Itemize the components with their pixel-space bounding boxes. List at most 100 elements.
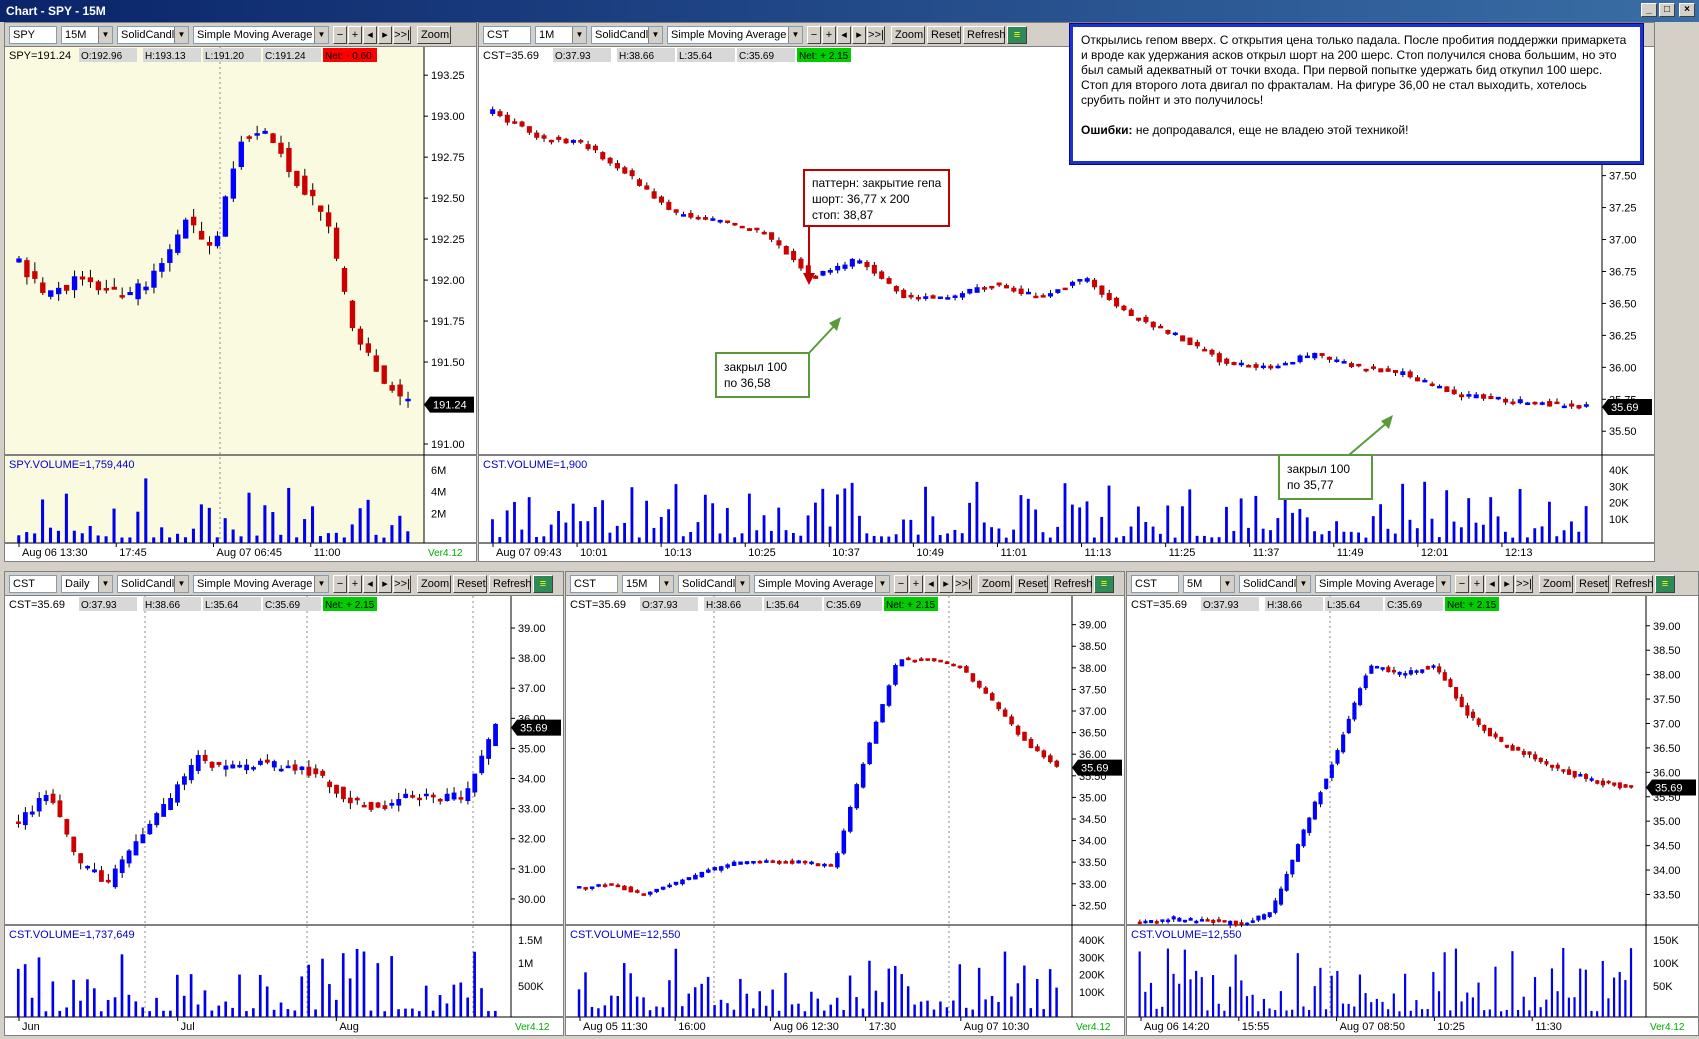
chevron-down-icon[interactable]: ▼ (98, 576, 112, 592)
cstD-scroll-left-button[interactable]: ◂ (363, 575, 377, 593)
cst15-zoom-in-button[interactable]: + (909, 575, 923, 593)
cst5-study-select[interactable]: Simple Moving Average ▼ (1315, 575, 1451, 593)
spy15-price-pane[interactable] (5, 47, 424, 454)
cst15-chart-settings-icon[interactable]: ≡ (1094, 575, 1114, 593)
cst5-zoom-in-button[interactable]: + (1470, 575, 1484, 593)
cst5-reset-button[interactable]: Reset (1575, 575, 1609, 593)
cst5-scroll-left-button[interactable]: ◂ (1485, 575, 1499, 593)
cstD-scroll-right-button[interactable]: ▸ (378, 575, 392, 593)
cstD-scroll-end-button[interactable]: >>| (393, 575, 411, 593)
close-button[interactable]: × (1679, 3, 1695, 17)
spy15-scroll-right-button[interactable]: ▸ (378, 26, 392, 44)
chevron-down-icon[interactable]: ▼ (314, 27, 328, 43)
spy15-scroll-end-button[interactable]: >>| (393, 26, 411, 44)
cst1-zoom-button[interactable]: Zoom (891, 26, 925, 44)
cst15-reset-button[interactable]: Reset (1014, 575, 1048, 593)
spy15-zoom-button[interactable]: Zoom (417, 26, 451, 44)
cst1-scroll-left-button[interactable]: ◂ (837, 26, 851, 44)
chevron-down-icon[interactable]: ▼ (735, 576, 749, 592)
chevron-down-icon[interactable]: ▼ (1296, 576, 1310, 592)
spy15-scroll-left-button[interactable]: ◂ (363, 26, 377, 44)
cst5-chart-settings-icon[interactable]: ≡ (1655, 575, 1675, 593)
cst1-reset-button[interactable]: Reset (927, 26, 961, 44)
cst15-candle-body (673, 881, 679, 885)
cst15-scroll-left-button[interactable]: ◂ (924, 575, 938, 593)
cst1-symbol-field[interactable]: CST (483, 26, 531, 44)
cst15-candle-body (938, 659, 943, 663)
spy15-symbol-field[interactable]: SPY (9, 26, 57, 44)
cst15-scroll-end-button[interactable]: >>| (954, 575, 972, 593)
cst1-zoom-out-button[interactable]: − (807, 26, 821, 44)
cst1-interval-select[interactable]: 1M ▼ (535, 26, 587, 44)
cst5-zoom-out-button[interactable]: − (1455, 575, 1469, 593)
cst5-scroll-end-button[interactable]: >>| (1515, 575, 1533, 593)
cst1-volume-bar (1305, 517, 1309, 543)
cst15-zoom-button[interactable]: Zoom (978, 575, 1012, 593)
cst1-refresh-button[interactable]: Refresh (963, 26, 1006, 44)
cst1-volume-pane[interactable] (479, 456, 1602, 543)
cstD-zoom-button[interactable]: Zoom (417, 575, 451, 593)
chevron-down-icon[interactable]: ▼ (572, 27, 586, 43)
cst1-zoom-in-button[interactable]: + (822, 26, 836, 44)
cstD-refresh-button[interactable]: Refresh (489, 575, 532, 593)
chevron-down-icon[interactable]: ▼ (174, 576, 188, 592)
cst5-zoom-button[interactable]: Zoom (1539, 575, 1573, 593)
cstD-study-select[interactable]: Simple Moving Average ▼ (193, 575, 329, 593)
cstD-zoom-out-button[interactable]: − (333, 575, 347, 593)
cst1-candle-body (1576, 405, 1582, 409)
spy15-zoom-in-button[interactable]: + (348, 26, 362, 44)
chevron-down-icon[interactable]: ▼ (788, 27, 802, 43)
cst5-symbol-field[interactable]: CST (1131, 575, 1179, 593)
spy15-study-select[interactable]: Simple Moving Average ▼ (193, 26, 329, 44)
minimize-button[interactable]: _ (1641, 3, 1657, 17)
cst15-volume-bar (900, 974, 903, 1017)
cstD-interval-select[interactable]: Daily ▼ (61, 575, 113, 593)
cstD-candle-body (361, 804, 367, 808)
cst15-scroll-right-button[interactable]: ▸ (939, 575, 953, 593)
cst1-chart-settings-icon[interactable]: ≡ (1007, 26, 1027, 44)
cstD-chart-settings-icon[interactable]: ≡ (533, 575, 553, 593)
cstD-reset-button[interactable]: Reset (453, 575, 487, 593)
cst1-study-select[interactable]: Simple Moving Average ▼ (667, 26, 803, 44)
spy15-zoom-out-button[interactable]: − (333, 26, 347, 44)
chevron-down-icon[interactable]: ▼ (174, 27, 188, 43)
cstD-zoom-in-button[interactable]: + (348, 575, 362, 593)
cst1-scroll-end-button[interactable]: >>| (867, 26, 885, 44)
chevron-down-icon[interactable]: ▼ (314, 576, 328, 592)
maximize-button[interactable]: □ (1659, 3, 1675, 17)
cstD-symbol-field[interactable]: CST (9, 575, 57, 593)
cst5-interval-select[interactable]: 5M ▼ (1183, 575, 1235, 593)
cst15-interval-select[interactable]: 15M ▼ (622, 575, 674, 593)
cst15-price-pane[interactable] (566, 596, 1072, 924)
cst1-volume-bar (1445, 490, 1449, 543)
spy15-interval-select[interactable]: 15M ▼ (61, 26, 113, 44)
cst15-study-select[interactable]: Simple Moving Average ▼ (754, 575, 890, 593)
cst1-volume-bar (1019, 495, 1023, 543)
cstD-price-pane[interactable] (5, 596, 511, 924)
chevron-down-icon[interactable]: ▼ (1220, 576, 1234, 592)
cst5-refresh-button[interactable]: Refresh (1611, 575, 1654, 593)
cst1-scroll-right-button[interactable]: ▸ (852, 26, 866, 44)
chevron-down-icon[interactable]: ▼ (648, 27, 662, 43)
cst5-scroll-right-button[interactable]: ▸ (1500, 575, 1514, 593)
cst15-symbol-field[interactable]: CST (570, 575, 618, 593)
spy15-volume-pane[interactable] (5, 456, 424, 543)
cst5-candle-body (1487, 727, 1493, 737)
cst15-zoom-out-button[interactable]: − (894, 575, 908, 593)
cst15-style-select[interactable]: SolidCandle ▼ (678, 575, 750, 593)
cst5-style-select[interactable]: SolidCandle ▼ (1239, 575, 1311, 593)
chevron-down-icon[interactable]: ▼ (875, 576, 889, 592)
chevron-down-icon[interactable]: ▼ (659, 576, 673, 592)
cst1-volume-bar (1048, 537, 1052, 543)
cst5-price-pane[interactable] (1127, 596, 1646, 924)
cst5-candle-body (1380, 667, 1385, 670)
spy15-volume-bar (191, 528, 195, 543)
cst1-volume-bar (1173, 537, 1177, 543)
cst1-candle-body (1444, 386, 1450, 393)
chevron-down-icon[interactable]: ▼ (1436, 576, 1450, 592)
chevron-down-icon[interactable]: ▼ (98, 27, 112, 43)
spy15-style-select[interactable]: SolidCandle ▼ (117, 26, 189, 44)
cst15-refresh-button[interactable]: Refresh (1050, 575, 1093, 593)
cstD-style-select[interactable]: SolidCandle ▼ (117, 575, 189, 593)
cst1-style-select[interactable]: SolidCandle ▼ (591, 26, 663, 44)
